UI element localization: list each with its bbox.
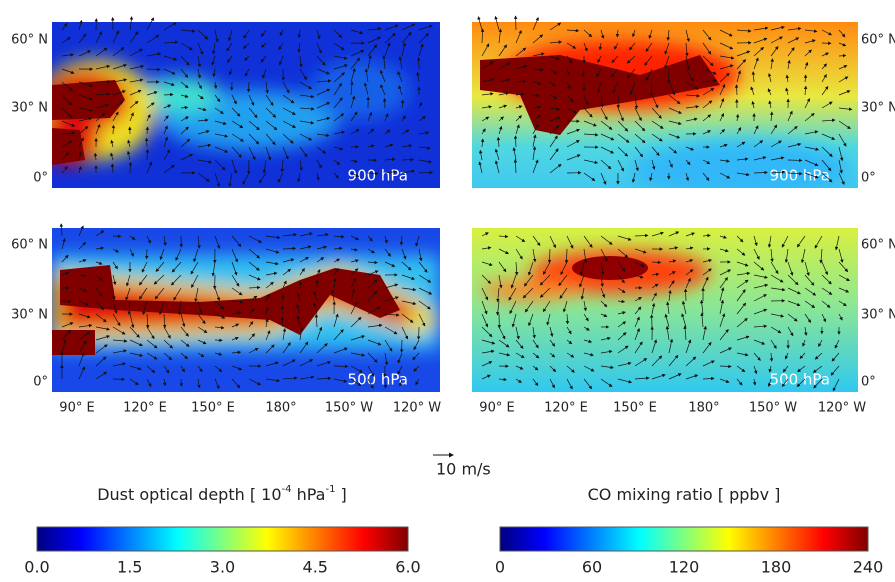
lon-label: 150° W — [749, 401, 797, 416]
lat-label: 0° — [861, 171, 876, 186]
superscript: -1 — [325, 484, 335, 495]
lat-label: 60° N — [11, 238, 48, 253]
colorbar-tick-label: 120 — [669, 558, 700, 577]
lon-label: 120° E — [123, 401, 167, 416]
lon-label: 90° E — [59, 401, 94, 416]
colorbar-title: CO mixing ratio [ ppbv ] — [588, 485, 781, 504]
map-panel: 500 hPa — [472, 228, 858, 392]
lon-label: 150° E — [191, 401, 235, 416]
panel-label: 900 hPa — [770, 167, 830, 185]
lat-label: 60° N — [11, 33, 48, 48]
colorbar-tick-label: 4.5 — [303, 558, 328, 577]
lat-label: 0° — [33, 171, 48, 186]
title-text: CO mixing ratio [ ppbv ] — [588, 485, 781, 504]
colorbar-tick-label: 240 — [853, 558, 884, 577]
title-text: hPa — [292, 485, 326, 504]
colorbar-tick-label: 3.0 — [210, 558, 235, 577]
lon-label: 120° E — [544, 401, 588, 416]
lat-label: 30° N — [11, 101, 48, 116]
lat-label: 30° N — [861, 308, 895, 323]
lat-label: 30° N — [861, 101, 895, 116]
title-text: ] — [335, 485, 346, 504]
lon-label: 150° W — [325, 401, 373, 416]
lat-label: 60° N — [861, 238, 895, 253]
title-text: Dust optical depth [ 10 — [97, 485, 281, 504]
map-panel: 900 hPa — [472, 22, 858, 200]
lat-label: 30° N — [11, 308, 48, 323]
lat-label: 60° N — [861, 33, 895, 48]
map-panel: 900 hPa — [35, 22, 440, 188]
map-panel: 500 hPa — [52, 228, 440, 392]
colorbar — [500, 527, 868, 551]
colorbar — [37, 527, 408, 551]
superscript: -4 — [282, 484, 292, 495]
lon-label: 150° E — [613, 401, 657, 416]
panel-label: 500 hPa — [770, 371, 830, 389]
lon-label: 90° E — [479, 401, 514, 416]
lon-label: 180° — [688, 401, 719, 416]
colorbar-tick-label: 0.0 — [24, 558, 49, 577]
scale-label: 10 m/s — [436, 460, 491, 479]
lon-label: 120° W — [818, 401, 866, 416]
lat-label: 0° — [861, 375, 876, 390]
colorbar-tick-label: 0 — [495, 558, 505, 577]
colorbar-title: Dust optical depth [ 10-4 hPa-1 ] — [97, 484, 347, 504]
colorbar-tick-label: 180 — [761, 558, 792, 577]
lat-label: 0° — [33, 375, 48, 390]
lon-label: 180° — [265, 401, 296, 416]
colorbar-tick-label: 1.5 — [117, 558, 142, 577]
lon-label: 120° W — [393, 401, 441, 416]
panel-label: 500 hPa — [348, 371, 408, 389]
colorbar-tick-label: 60 — [582, 558, 602, 577]
colorbar-tick-label: 6.0 — [395, 558, 420, 577]
